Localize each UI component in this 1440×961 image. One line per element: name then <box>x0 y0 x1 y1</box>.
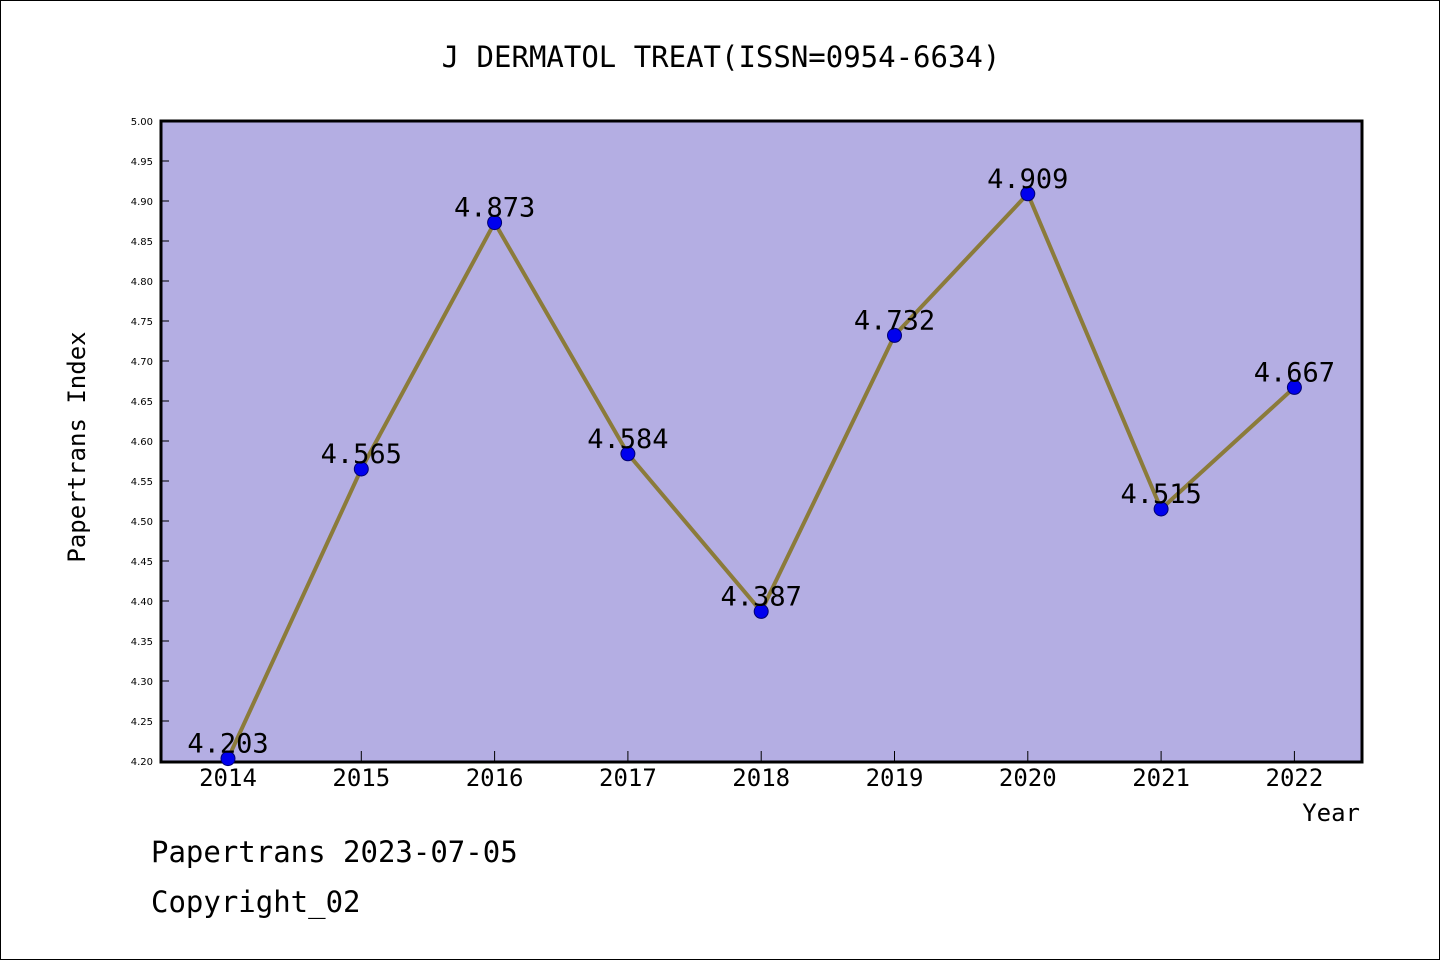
data-label: 4.732 <box>854 305 935 336</box>
y-tick-label: 4.55 <box>131 477 153 488</box>
y-tick-label: 4.40 <box>131 597 153 608</box>
x-axis: 2014 2015 2016 2017 2018 2019 2020 2021 2022 <box>199 751 1323 792</box>
y-tick-label: 4.50 <box>131 517 153 528</box>
y-axis: 4.20 4.25 4.30 4.35 4.40 4.45 4.50 4.55 4.60 4.65… <box>131 117 169 768</box>
series-layer <box>220 186 1302 767</box>
y-tick-label: 4.30 <box>131 677 153 688</box>
data-label: 4.873 <box>454 193 535 224</box>
data-label: 4.565 <box>321 439 402 470</box>
y-axis-label: Papertrans Index <box>63 331 91 562</box>
y-tick-label: 4.65 <box>131 397 153 408</box>
y-tick-label: 5.00 <box>131 117 153 128</box>
data-point <box>353 461 369 477</box>
y-tick-label: 4.20 <box>131 757 153 768</box>
x-tick-label: 2020 <box>999 764 1057 792</box>
x-tick-label: 2017 <box>599 764 657 792</box>
data-point <box>1020 186 1036 202</box>
y-tick-label: 4.45 <box>131 557 153 568</box>
x-tick-label: 2022 <box>1266 764 1324 792</box>
data-point <box>1286 379 1302 395</box>
data-point <box>1153 501 1169 517</box>
y-tick-label: 4.75 <box>131 317 153 328</box>
x-tick-label: 2019 <box>866 764 924 792</box>
footer-date: Papertrans 2023-07-05 <box>151 835 518 869</box>
data-label: 4.909 <box>987 164 1068 195</box>
data-label: 4.515 <box>1120 479 1201 510</box>
footer-copyright: Copyright_02 <box>151 885 361 919</box>
data-point <box>220 751 236 767</box>
data-label: 4.203 <box>187 729 268 760</box>
y-tick-label: 4.25 <box>131 717 153 728</box>
data-label: 4.667 <box>1254 357 1335 388</box>
y-tick-label: 4.95 <box>131 157 153 168</box>
y-tick-label: 4.35 <box>131 637 153 648</box>
x-tick-label: 2021 <box>1132 764 1190 792</box>
data-point <box>620 446 636 462</box>
x-tick-label: 2016 <box>466 764 524 792</box>
x-tick-label: 2014 <box>199 764 257 792</box>
data-point <box>887 327 902 343</box>
y-tick-label: 4.60 <box>131 437 153 448</box>
data-point <box>487 215 503 231</box>
y-tick-label: 4.85 <box>131 237 153 248</box>
data-point <box>753 603 769 619</box>
x-tick-label: 2015 <box>332 764 390 792</box>
y-tick-label: 4.80 <box>131 277 153 288</box>
x-tick-label: 2018 <box>732 764 790 792</box>
data-label: 4.387 <box>721 581 802 612</box>
x-axis-label: Year <box>1302 799 1360 827</box>
plot-area <box>159 119 1364 764</box>
data-label-layer: 4.203 4.565 4.873 4.584 4.387 4.732 4.909 4.515… <box>187 164 1335 760</box>
y-tick-label: 4.70 <box>131 357 153 368</box>
data-label: 4.584 <box>587 424 668 455</box>
y-tick-label: 4.90 <box>131 197 153 208</box>
chart-title: J DERMATOL TREAT(ISSN=0954-6634) <box>442 40 1001 74</box>
